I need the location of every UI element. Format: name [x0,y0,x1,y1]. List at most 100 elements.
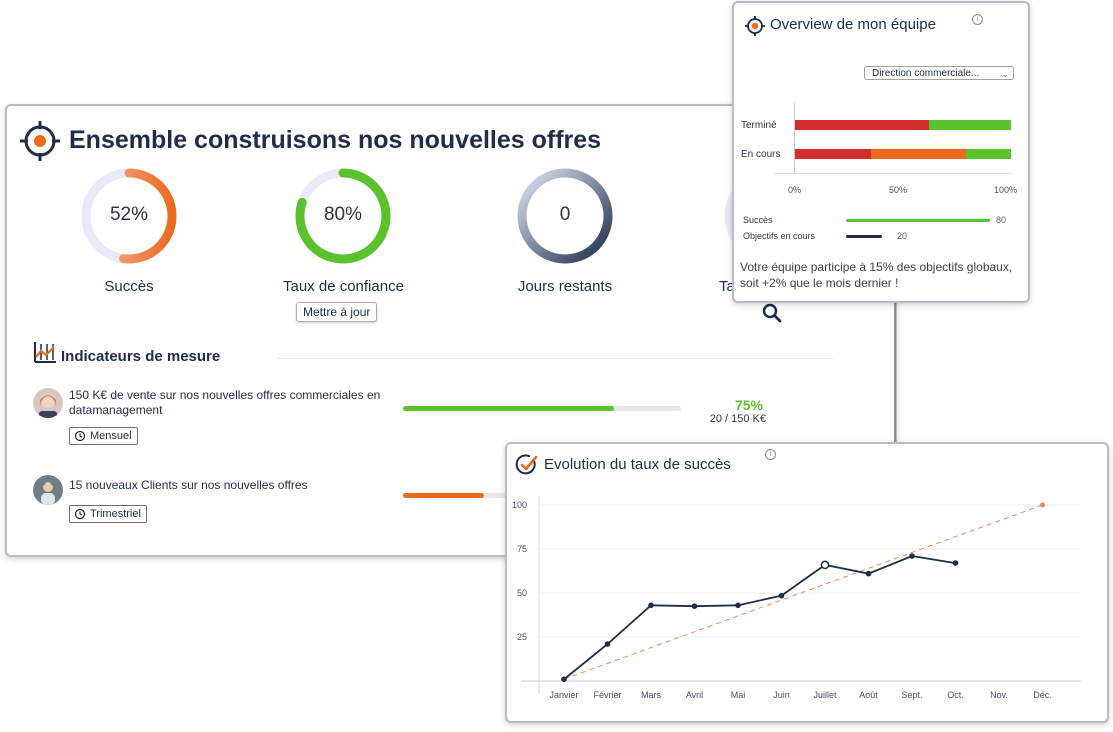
legend-label: Succès [743,215,773,225]
x-tick-label: Mars [641,690,661,700]
info-icon[interactable]: i [972,14,983,25]
team-note: Votre équipe participe à 15% des objecti… [740,260,1013,290]
select-value: Direction commerciale... [872,68,980,79]
stacked-bar [795,120,1011,130]
x-tick-label: Juillet [813,690,837,700]
data-point [604,641,611,647]
connector-line [894,300,896,444]
card-title: Overview de mon équipe [770,16,936,33]
section-divider [277,358,833,359]
gauge-value: 0 [559,204,571,225]
indicator-percent: 75% [734,397,763,413]
gauge-label: Ta [719,278,732,295]
bar-segment [795,120,929,130]
gauge-success: 52% Succès [69,166,189,295]
card-title: Evolution du taux de succès [544,456,731,473]
tick-label: 0% [788,185,802,195]
data-point [778,592,785,599]
bar-segment [928,120,1011,130]
team-overview-card: Overview de mon équipe i Direction comme… [732,1,1030,303]
target-icon [20,121,60,161]
team-select[interactable]: Direction commerciale... ⌄ [864,66,1014,80]
frequency-label: Trimestriel [90,508,141,520]
data-point [648,602,654,609]
y-tick-label: 50 [517,588,527,598]
indicator-row[interactable]: 150 K€ de vente sur nos nouvelles offres… [33,388,873,448]
x-tick-label: Février [593,690,621,700]
target-icon [745,16,765,36]
success-evolution-card: Evolution du taux de succès i 25 50 75 100 J… [505,442,1109,723]
x-tick-label: Mai [731,690,746,700]
gauge-fourth: Ta [702,166,732,306]
gauge-ring [295,168,391,264]
legend-bar [846,219,990,222]
progress-track [403,406,681,411]
gauge-ring [81,168,177,264]
success-line-chart: 25 50 75 100 Janvier Février Mars Avril Mai Juin J… [512,496,1081,700]
gauge-label: Taux de confiance [283,278,404,295]
progress-fill [403,493,484,498]
avatar [33,388,63,418]
check-circle-icon [515,454,538,475]
clock-refresh-icon [74,430,86,442]
info-icon[interactable]: i [765,449,776,460]
bar-label: Terminé [741,120,777,131]
trend-line [563,504,1043,680]
data-point [909,553,915,559]
trend-point [1040,502,1045,508]
legend-value: 20 [897,231,908,241]
x-tick-label: Juin [773,690,790,700]
x-tick-label: Janvier [549,690,578,700]
y-tick-label: 100 [512,500,527,510]
tick-label: 100% [994,185,1018,195]
chart-axis [794,103,795,173]
frequency-badge[interactable]: Mensuel [69,427,138,445]
data-point [561,676,567,683]
avatar [33,475,63,505]
update-button[interactable]: Mettre à jour [296,302,378,322]
tick-label: 50% [889,185,908,195]
gauge-confidence: 80% Taux de confiance [283,166,404,295]
x-tick-label: Août [859,690,878,700]
legend-bar [846,235,882,238]
x-tick-label: Sept. [901,690,922,700]
gauge-value: 80% [323,204,363,225]
x-tick-label: Avril [686,690,703,700]
bar-label: En cours [741,149,781,160]
chevron-down-icon: ⌄ [1001,69,1009,79]
bar-segment [870,149,966,159]
gauge-label: Jours restants [517,278,613,295]
legend-value: 80 [996,215,1007,225]
gauge-ring [517,168,613,264]
data-point [952,560,959,566]
gauge-value: 52% [109,204,149,225]
frequency-badge[interactable]: Trimestriel [69,505,147,523]
x-tick-label: Oct. [947,690,964,700]
bar-segment [795,149,871,159]
clock-refresh-icon [74,508,86,520]
frequency-label: Mensuel [90,430,132,442]
search-icon[interactable] [761,302,783,324]
stacked-bar [795,149,1011,159]
page-title: Ensemble construisons nos nouvelles offr… [69,126,602,154]
data-point-highlight [820,560,830,570]
legend-label: Objectifs en cours [743,231,816,241]
progress-fill [403,406,615,411]
data-point [691,603,698,609]
x-tick-label: Déc. [1033,690,1052,700]
series-line [563,555,956,680]
indicator-text: 150 K€ de vente sur nos nouvelles offres… [69,388,381,417]
gauge-ring [724,190,732,242]
section-title: Indicateurs de mesure [61,348,221,365]
x-tick-label: Nov. [990,690,1008,700]
gauge-label: Succès [104,278,154,295]
y-tick-label: 25 [517,632,527,642]
data-point [865,570,872,577]
y-tick-label: 75 [517,544,527,554]
indicator-text: 15 nouveaux Clients sur nos nouvelles of… [69,478,308,492]
chart-trend-icon [34,342,56,363]
chart-axis-x [774,173,1012,174]
gauge-remaining-days: 0 Jours restants [505,166,625,295]
data-point [735,602,741,609]
indicator-detail: 20 / 150 K€ [709,413,766,425]
